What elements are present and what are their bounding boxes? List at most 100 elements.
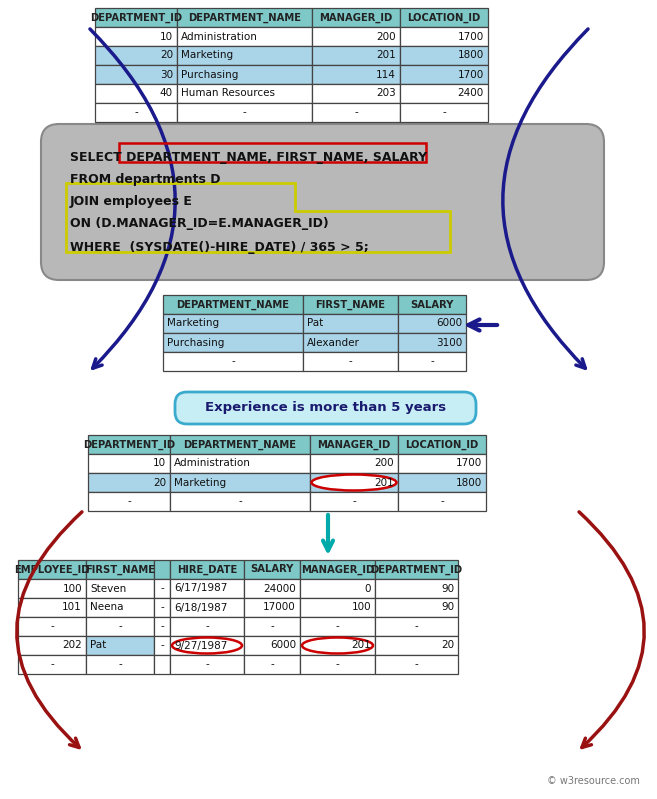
- Bar: [154, 655, 170, 674]
- Ellipse shape: [172, 638, 242, 654]
- Text: 1700: 1700: [458, 70, 484, 79]
- Bar: [18, 655, 86, 674]
- Text: -: -: [160, 622, 164, 631]
- Bar: [310, 454, 398, 473]
- Text: Marketing: Marketing: [181, 50, 233, 61]
- Bar: [398, 314, 466, 333]
- Bar: [177, 65, 312, 84]
- Text: FROM departments D: FROM departments D: [70, 173, 221, 186]
- Text: DEPARTMENT_NAME: DEPARTMENT_NAME: [183, 439, 296, 450]
- Text: 114: 114: [376, 70, 396, 79]
- Bar: [303, 352, 398, 371]
- Bar: [303, 314, 398, 333]
- Bar: [244, 655, 300, 674]
- Bar: [398, 473, 486, 492]
- Text: MANAGER_ID: MANAGER_ID: [301, 564, 374, 574]
- Bar: [375, 598, 458, 617]
- Text: 203: 203: [376, 89, 396, 98]
- Bar: [244, 579, 300, 598]
- Bar: [398, 295, 466, 314]
- Text: Steven: Steven: [90, 583, 126, 594]
- Bar: [95, 103, 177, 122]
- Bar: [400, 65, 488, 84]
- Text: 9/27/1987: 9/27/1987: [174, 641, 227, 650]
- Bar: [312, 103, 400, 122]
- Text: -: -: [134, 108, 138, 117]
- Text: -: -: [354, 108, 358, 117]
- Text: Human Resources: Human Resources: [181, 89, 275, 98]
- Bar: [177, 8, 312, 27]
- Text: 201: 201: [374, 478, 394, 487]
- Bar: [163, 333, 303, 352]
- Text: 30: 30: [160, 70, 173, 79]
- Text: 1700: 1700: [456, 459, 482, 468]
- Bar: [170, 435, 310, 454]
- Ellipse shape: [302, 638, 373, 654]
- Bar: [18, 560, 86, 579]
- Text: 90: 90: [441, 583, 454, 594]
- Text: Marketing: Marketing: [167, 319, 219, 328]
- Text: Neena: Neena: [90, 602, 124, 613]
- Bar: [170, 560, 244, 579]
- Bar: [400, 103, 488, 122]
- Bar: [154, 560, 170, 579]
- Bar: [244, 560, 300, 579]
- Bar: [375, 560, 458, 579]
- Text: SALARY: SALARY: [411, 300, 454, 309]
- Text: 0: 0: [365, 583, 371, 594]
- Bar: [312, 65, 400, 84]
- Text: Purchasing: Purchasing: [167, 337, 225, 348]
- Text: 1800: 1800: [456, 478, 482, 487]
- Bar: [375, 617, 458, 636]
- Bar: [310, 492, 398, 511]
- Text: Pat: Pat: [90, 641, 106, 650]
- Text: HIRE_DATE: HIRE_DATE: [177, 564, 237, 574]
- Text: LOCATION_ID: LOCATION_ID: [407, 12, 481, 22]
- Text: 201: 201: [374, 478, 394, 487]
- Bar: [18, 579, 86, 598]
- Text: 24000: 24000: [263, 583, 296, 594]
- Text: -: -: [160, 641, 164, 650]
- Bar: [400, 8, 488, 27]
- Bar: [154, 636, 170, 655]
- Text: FIRST_NAME: FIRST_NAME: [315, 300, 386, 310]
- Text: -: -: [160, 602, 164, 613]
- Text: -: -: [238, 496, 242, 507]
- Text: -: -: [430, 356, 434, 367]
- Bar: [310, 435, 398, 454]
- Text: -: -: [205, 622, 209, 631]
- Text: -: -: [205, 659, 209, 670]
- Bar: [154, 579, 170, 598]
- Text: 40: 40: [160, 89, 173, 98]
- Text: -: -: [160, 583, 164, 594]
- Bar: [86, 636, 154, 655]
- Text: MANAGER_ID: MANAGER_ID: [319, 12, 393, 22]
- Text: Administration: Administration: [181, 31, 258, 42]
- Bar: [95, 65, 177, 84]
- Text: 17000: 17000: [263, 602, 296, 613]
- Text: -: -: [336, 622, 340, 631]
- Bar: [300, 598, 375, 617]
- Text: 1700: 1700: [458, 31, 484, 42]
- Bar: [170, 492, 310, 511]
- Bar: [300, 560, 375, 579]
- Text: 2400: 2400: [458, 89, 484, 98]
- Text: DEPARTMENT_NAME: DEPARTMENT_NAME: [177, 300, 290, 310]
- Text: MANAGER_ID: MANAGER_ID: [317, 439, 391, 450]
- Bar: [18, 617, 86, 636]
- Text: -: -: [415, 659, 419, 670]
- Bar: [86, 560, 154, 579]
- Text: ON (D.MANAGER_ID=E.MANAGER_ID): ON (D.MANAGER_ID=E.MANAGER_ID): [70, 217, 328, 230]
- Bar: [375, 579, 458, 598]
- Bar: [88, 492, 170, 511]
- Text: DEPARTMENT_NAME: DEPARTMENT_NAME: [188, 12, 301, 22]
- Text: 202: 202: [62, 641, 82, 650]
- Bar: [244, 617, 300, 636]
- Text: 20: 20: [160, 50, 173, 61]
- Text: -: -: [270, 659, 274, 670]
- Text: 20: 20: [153, 478, 166, 487]
- Text: -: -: [118, 659, 122, 670]
- Text: 90: 90: [441, 602, 454, 613]
- Bar: [177, 84, 312, 103]
- Bar: [398, 352, 466, 371]
